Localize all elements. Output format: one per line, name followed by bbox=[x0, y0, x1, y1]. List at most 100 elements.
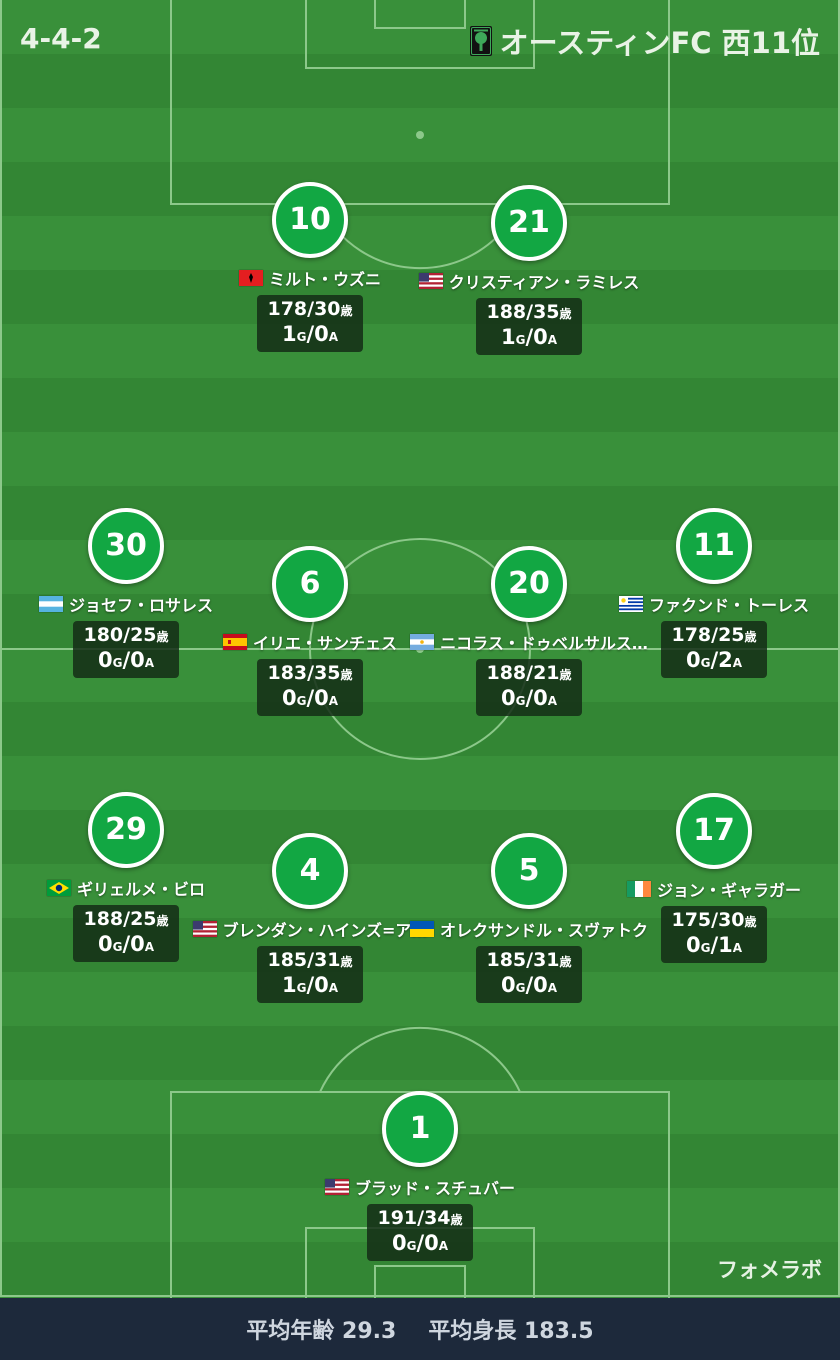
height-age: 175/30歳 bbox=[669, 909, 759, 933]
player-card[interactable]: 6 イリエ・サンチェス 183/35歳 0G/0A bbox=[190, 546, 430, 716]
player-card[interactable]: 29 ギリェルメ・ビロ 188/25歳 0G/0A bbox=[6, 792, 246, 962]
player-card[interactable]: 1 ブラッド・スチュバー 191/34歳 0G/0A bbox=[300, 1091, 540, 1261]
goals-value: 0 bbox=[97, 932, 113, 956]
assist-suffix: A bbox=[144, 940, 155, 954]
player-stats: 180/25歳 0G/0A bbox=[73, 621, 179, 678]
age-suffix: 歳 bbox=[156, 914, 169, 928]
brazil-flag-icon bbox=[46, 880, 71, 896]
goal-suffix: G bbox=[700, 941, 711, 955]
height-age-value: 191/34 bbox=[377, 1207, 451, 1229]
player-name-row: ブレンダン・ハインズ=ア… bbox=[190, 917, 430, 941]
player-name: ブレンダン・ハインズ=ア… bbox=[222, 921, 428, 940]
goals-value: 0 bbox=[391, 1231, 407, 1255]
goals-value: 1 bbox=[281, 322, 297, 346]
age-suffix: 歳 bbox=[559, 668, 572, 682]
assist-suffix: A bbox=[732, 656, 743, 670]
age-suffix: 歳 bbox=[744, 915, 757, 929]
height-age-value: 183/35 bbox=[267, 662, 341, 684]
height-age-value: 178/30 bbox=[267, 298, 341, 320]
goals-assists: 0G/0A bbox=[500, 973, 558, 997]
player-stats: 175/30歳 0G/1A bbox=[661, 906, 767, 963]
goals-value: 0 bbox=[97, 648, 113, 672]
player-card[interactable]: 17 ジョン・ギャラガー 175/30歳 0G/1A bbox=[594, 793, 834, 963]
player-name-row: オレクサンドル・スヴァトク bbox=[409, 917, 649, 941]
assist-suffix: A bbox=[732, 941, 743, 955]
formation-label: 4-4-2 bbox=[20, 22, 102, 55]
height-age-value: 188/35 bbox=[486, 301, 560, 323]
player-number: 11 bbox=[676, 508, 752, 584]
assists-value: 0 bbox=[130, 932, 145, 956]
player-card[interactable]: 30 ジョセフ・ロサレス 180/25歳 0G/0A bbox=[6, 508, 246, 678]
assist-suffix: A bbox=[328, 981, 339, 995]
player-card[interactable]: 4 ブレンダン・ハインズ=ア… 185/31歳 1G/0A bbox=[190, 833, 430, 1003]
goal-suffix: G bbox=[406, 1239, 417, 1253]
goals-assists: 0G/0A bbox=[281, 686, 339, 710]
assists-value: 1 bbox=[718, 933, 733, 957]
usa-flag-icon bbox=[192, 921, 217, 937]
player-name: ギリェルメ・ビロ bbox=[76, 880, 205, 899]
player-card[interactable]: 20 ニコラス・ドゥベルサルス… 188/21歳 0G/0A bbox=[409, 546, 649, 716]
player-name-row: クリスティアン・ラミレス bbox=[409, 269, 649, 293]
average-height: 平均身長 183.5 bbox=[428, 1319, 594, 1344]
player-stats: 185/31歳 0G/0A bbox=[476, 946, 582, 1003]
height-age: 183/35歳 bbox=[265, 662, 355, 686]
assist-suffix: A bbox=[328, 330, 339, 344]
credit-label: フォメラボ bbox=[717, 1258, 822, 1282]
player-name-row: ジョセフ・ロサレス bbox=[6, 592, 246, 616]
assists-value: 0 bbox=[314, 322, 329, 346]
goals-value: 1 bbox=[500, 325, 516, 349]
age-suffix: 歳 bbox=[340, 955, 353, 969]
player-stats: 178/25歳 0G/2A bbox=[661, 621, 767, 678]
assists-value: 0 bbox=[130, 648, 145, 672]
assist-suffix: A bbox=[547, 333, 558, 347]
assists-value: 0 bbox=[314, 686, 329, 710]
player-number: 6 bbox=[272, 546, 348, 622]
player-stats: 178/30歳 1G/0A bbox=[257, 295, 363, 352]
uruguay-flag-icon bbox=[618, 596, 643, 612]
height-age-value: 185/31 bbox=[486, 949, 560, 971]
height-age: 191/34歳 bbox=[375, 1207, 465, 1231]
player-card[interactable]: 10 ミルト・ウズニ 178/30歳 1G/0A bbox=[190, 182, 430, 352]
height-age: 178/30歳 bbox=[265, 298, 355, 322]
footer-bar: 平均年齢 29.3 平均身長 183.5 bbox=[0, 1298, 840, 1360]
player-name-row: ミルト・ウズニ bbox=[190, 266, 430, 290]
height-age: 178/25歳 bbox=[669, 624, 759, 648]
player-name: イリエ・サンチェス bbox=[252, 634, 397, 653]
usa-flag-icon bbox=[418, 273, 443, 289]
goals-assists: 1G/0A bbox=[281, 973, 339, 997]
player-card[interactable]: 11 ファクンド・トーレス 178/25歳 0G/2A bbox=[594, 508, 834, 678]
age-suffix: 歳 bbox=[450, 1213, 463, 1227]
height-age-value: 185/31 bbox=[267, 949, 341, 971]
height-age-value: 188/21 bbox=[486, 662, 560, 684]
team-crest-icon bbox=[469, 26, 492, 56]
pitch: 4-4-2 オースティンFC 西11位 10 ミルト・ウズニ 178/30歳 1G/0… bbox=[0, 0, 840, 1298]
team-name: オースティンFC 西11位 bbox=[499, 26, 820, 60]
player-stats: 183/35歳 0G/0A bbox=[257, 659, 363, 716]
player-number: 29 bbox=[88, 792, 164, 868]
assist-suffix: A bbox=[328, 694, 339, 708]
goals-value: 1 bbox=[281, 973, 297, 997]
albania-flag-icon bbox=[238, 270, 263, 286]
goals-value: 0 bbox=[685, 933, 701, 957]
goals-assists: 0G/0A bbox=[97, 648, 155, 672]
goals-value: 0 bbox=[685, 648, 701, 672]
spain-flag-icon bbox=[222, 634, 247, 650]
ukraine-flag-icon bbox=[409, 921, 434, 937]
height-age: 188/25歳 bbox=[81, 908, 171, 932]
player-card[interactable]: 21 クリスティアン・ラミレス 188/35歳 1G/0A bbox=[409, 185, 649, 355]
player-name: オレクサンドル・スヴァトク bbox=[439, 921, 648, 940]
player-card[interactable]: 5 オレクサンドル・スヴァトク 185/31歳 0G/0A bbox=[409, 833, 649, 1003]
player-stats: 188/21歳 0G/0A bbox=[476, 659, 582, 716]
height-age: 185/31歳 bbox=[484, 949, 574, 973]
goals-value: 0 bbox=[500, 973, 516, 997]
player-name: クリスティアン・ラミレス bbox=[448, 273, 640, 292]
height-age-value: 188/25 bbox=[83, 908, 157, 930]
player-name-row: ギリェルメ・ビロ bbox=[6, 876, 246, 900]
goal-suffix: G bbox=[296, 694, 307, 708]
player-name: ブラッド・スチュバー bbox=[354, 1179, 515, 1198]
goals-assists: 1G/0A bbox=[500, 325, 558, 349]
age-suffix: 歳 bbox=[744, 630, 757, 644]
player-stats: 188/25歳 0G/0A bbox=[73, 905, 179, 962]
goal-suffix: G bbox=[515, 333, 526, 347]
goals-value: 0 bbox=[281, 686, 297, 710]
